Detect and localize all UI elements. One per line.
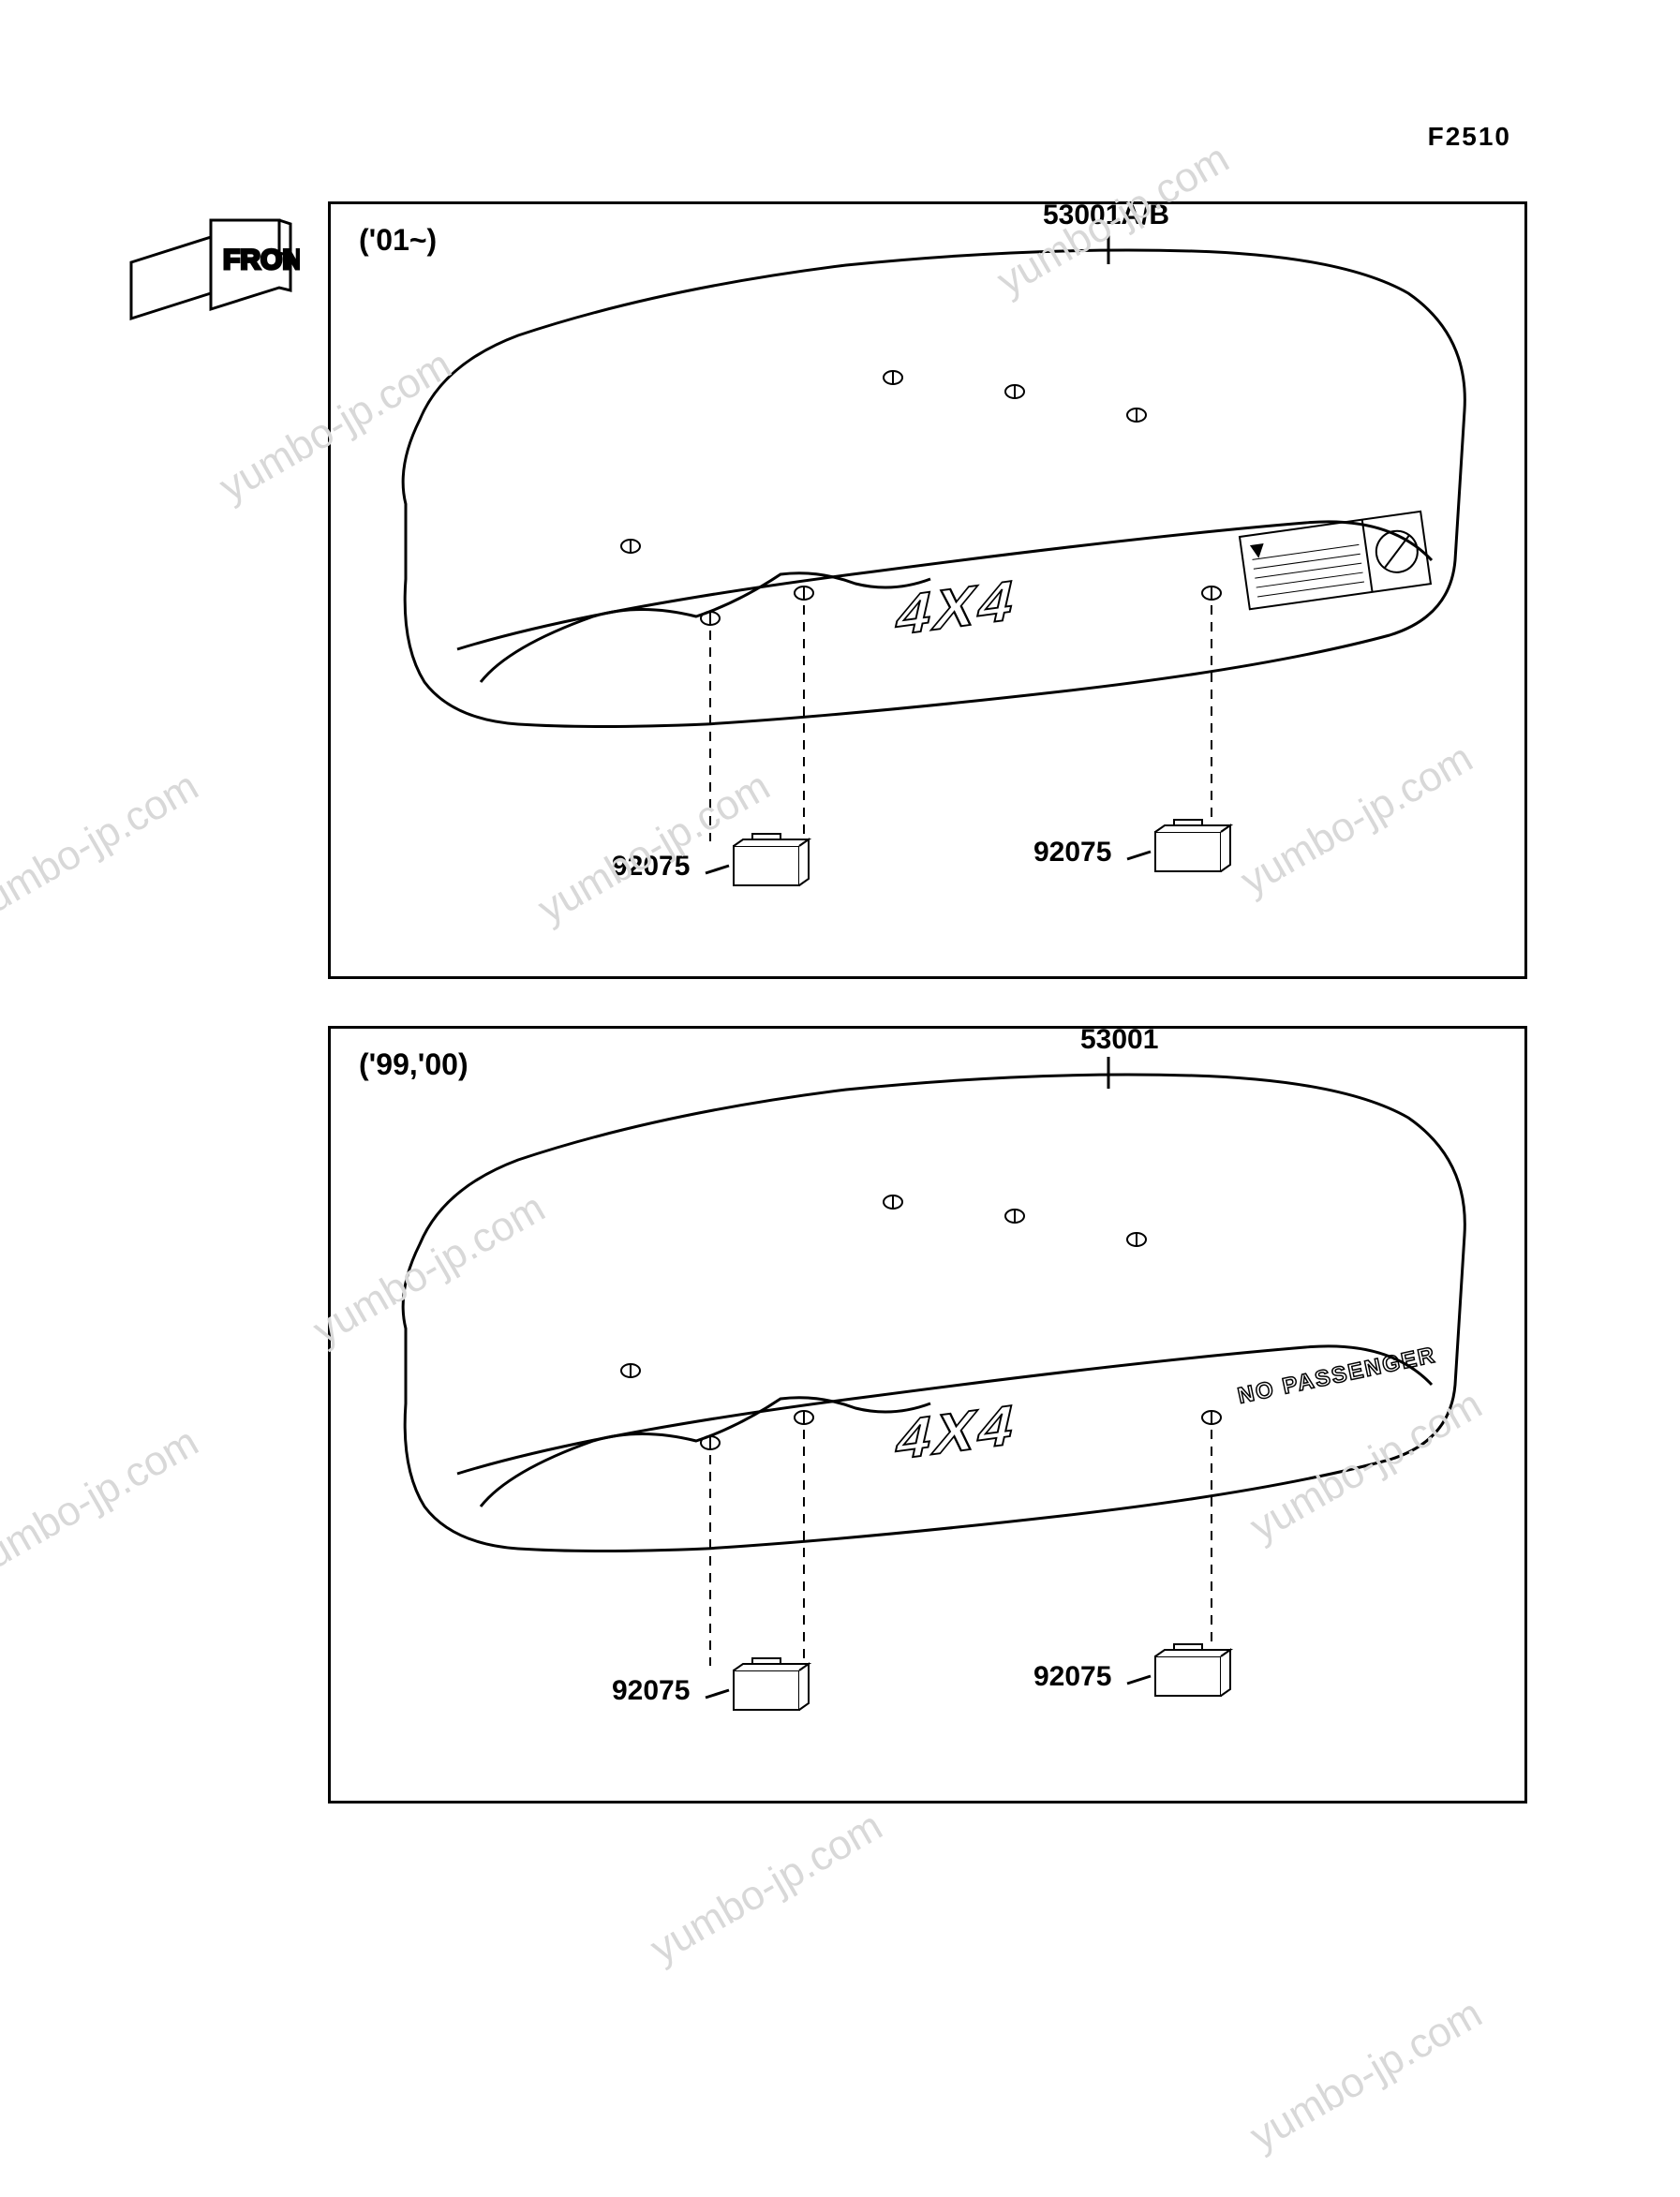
diagram-box-1: ('01~) xyxy=(328,201,1527,979)
callout-92075-3: 92075 xyxy=(612,1675,690,1707)
svg-text:NO PASSENGER: NO PASSENGER xyxy=(1236,1343,1438,1409)
callout-53001ab: 53001A/B xyxy=(1043,200,1169,231)
svg-text:4X4: 4X4 xyxy=(890,567,1024,647)
watermark: yumbo-jp.com xyxy=(0,1418,206,1588)
callout-92075-1: 92075 xyxy=(612,851,690,883)
watermark: yumbo-jp.com xyxy=(0,763,206,932)
callout-92075-4: 92075 xyxy=(1033,1661,1111,1693)
callout-53001: 53001 xyxy=(1080,1024,1158,1056)
diagram-box-2: ('99,'00) xyxy=(328,1026,1527,1804)
svg-text:FRONT: FRONT xyxy=(223,245,300,275)
callout-92075-2: 92075 xyxy=(1033,837,1111,868)
diagram-code: F2510 xyxy=(1428,122,1511,152)
seat-diagram-2: 4X4 NO PASSENGER xyxy=(331,1029,1530,1806)
seat-diagram-1: 4X4 xyxy=(331,204,1530,982)
svg-text:4X4: 4X4 xyxy=(890,1391,1024,1472)
watermark: yumbo-jp.com xyxy=(1242,1990,1490,2160)
watermark: yumbo-jp.com xyxy=(643,1803,890,1972)
front-arrow: FRONT xyxy=(122,211,300,337)
